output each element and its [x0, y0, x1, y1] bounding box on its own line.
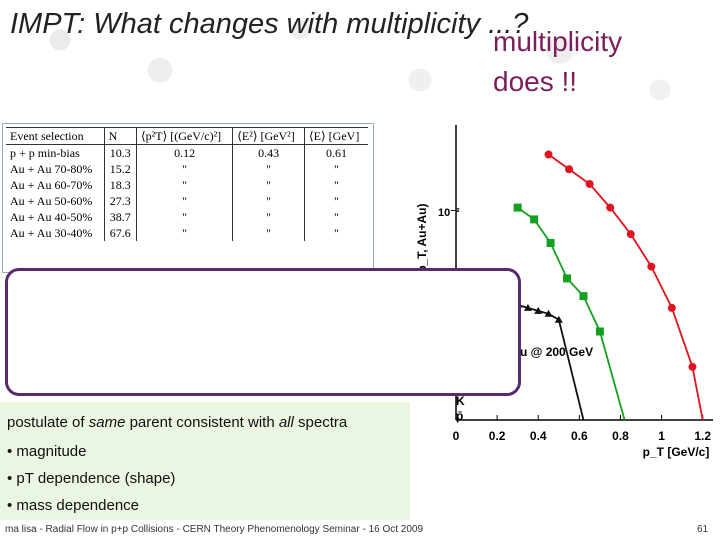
bullet-magnitude: • magnitude — [7, 443, 87, 460]
data-point-green — [563, 274, 572, 283]
data-point-green — [513, 203, 522, 212]
table-cell: 67.6 — [103, 225, 137, 241]
x-axis-label: p_T [GeV/c] — [643, 445, 710, 459]
footer-text: ma lisa - Radial Flow in p+p Collisions … — [5, 524, 424, 535]
column-header: ⟨E²⟩ [GeV²] — [232, 127, 305, 145]
x-tick-label: 0 — [453, 429, 460, 443]
x-tick-label: 0.8 — [612, 429, 629, 443]
slide-title: IMPT: What changes with multiplicity ...… — [10, 8, 529, 40]
table-cell: 27.3 — [103, 193, 137, 209]
table-cell: " — [135, 209, 233, 225]
table-cell: " — [232, 177, 305, 193]
conclusion-text: postulate of — [7, 414, 89, 431]
table-cell: " — [232, 193, 305, 209]
x-tick-label: 1 — [658, 429, 665, 443]
conclusion-text: spectra — [293, 414, 348, 431]
table-cell: " — [135, 193, 233, 209]
x-tick-label: 1.2 — [694, 429, 711, 443]
plot-annotation: u @ 200 GeV — [520, 345, 593, 359]
data-point-black — [544, 309, 553, 317]
table-row: p + p min-bias 10.3 0.12 0.43 0.61 — [6, 144, 368, 161]
legend-fragment-k: K — [456, 394, 465, 408]
table-cell: Au + Au 30-40% — [10, 225, 93, 240]
table-cell: 0.43 — [232, 144, 305, 161]
x-tick-label: 0.6 — [571, 429, 588, 443]
x-tick-labels: 0 0.2 0.4 0.6 0.8 1 1.2 — [453, 415, 711, 443]
overlay-title-line1: multiplicity — [493, 26, 623, 57]
column-header: N — [103, 127, 137, 145]
emphasis-all: all — [278, 414, 294, 431]
table-cell: " — [303, 193, 368, 209]
bullet-mass-dependence: • mass dependence — [7, 497, 140, 514]
table-header-row: Event selection N ⟨p²T⟩ [(GeV/c)²] ⟨E²⟩ … — [6, 127, 368, 145]
overlay-title: multiplicity does !! — [493, 22, 622, 102]
data-point-green — [579, 292, 588, 301]
table-cell: 0.61 — [303, 144, 368, 161]
table-cell: " — [303, 177, 368, 193]
data-table: Event selection N ⟨p²T⟩ [(GeV/c)²] ⟨E²⟩ … — [6, 127, 368, 241]
table-cell: 10.3 — [103, 144, 137, 161]
data-point-red — [585, 180, 594, 188]
table-cell: " — [135, 177, 233, 193]
conclusion-box: postulate of same parent consistent with… — [0, 402, 410, 520]
conclusion-text: parent consistent with — [125, 414, 279, 431]
column-header: ⟨p²T⟩ [(GeV/c)²] — [135, 127, 233, 145]
data-point-black — [523, 303, 532, 311]
event-selection-table: Event selection N ⟨p²T⟩ [(GeV/c)²] ⟨E²⟩ … — [2, 123, 374, 273]
x-tick-label: 0.2 — [489, 429, 506, 443]
data-point-green — [530, 215, 539, 224]
table-cell: " — [232, 225, 305, 241]
table-row: Au + Au 60-70% 18.3 " " " — [6, 177, 368, 193]
data-point-green — [595, 327, 604, 336]
table-cell: " — [135, 161, 233, 177]
table-cell: p + p min-bias — [10, 145, 80, 160]
table-row: Au + Au 30-40% 67.6 " " " — [6, 225, 368, 241]
table-cell: " — [303, 209, 368, 225]
table-cell: Au + Au 50-60% — [10, 193, 93, 208]
table-cell: " — [232, 161, 305, 177]
legend-fragment-pbar: p̄ — [456, 409, 463, 423]
table-cell: 38.7 — [103, 209, 137, 225]
y-tick-label: 10⁻² — [438, 207, 460, 219]
table-cell: " — [135, 225, 233, 241]
table-cell: " — [303, 161, 368, 177]
conclusion-statement: postulate of same parent consistent with… — [7, 414, 347, 431]
data-point-red — [626, 230, 635, 239]
data-point-black — [554, 315, 563, 323]
data-point-red — [565, 165, 574, 174]
emphasis-same: same — [88, 414, 126, 431]
bullet-pt-dependence: • pT dependence (shape) — [7, 470, 176, 487]
data-point-red — [667, 303, 676, 312]
data-point-red — [688, 362, 697, 371]
table-cell: Au + Au 70-80% — [10, 161, 93, 176]
overlay-title-line2: does !! — [493, 66, 578, 97]
table-row: Au + Au 50-60% 27.3 " " " — [6, 193, 368, 209]
callout-box — [5, 268, 521, 396]
background-pattern — [0, 0, 720, 120]
data-point-black — [534, 306, 543, 314]
table-cell: 18.3 — [103, 177, 137, 193]
table-cell: Au + Au 40-50% — [10, 209, 93, 224]
table-cell: " — [303, 225, 368, 241]
spectra-plot: ...,p+p)/f_c(p_T, Au+Au) 10⁻² p_T [GeV/c… — [408, 120, 720, 465]
column-header: Event selection — [6, 127, 105, 145]
table-cell: 0.12 — [135, 144, 233, 161]
data-point-red — [606, 203, 615, 212]
table-row: Au + Au 40-50% 38.7 " " " — [6, 209, 368, 225]
table-cell: Au + Au 60-70% — [10, 177, 93, 192]
data-point-red — [647, 262, 656, 271]
table-row: Au + Au 70-80% 15.2 " " " — [6, 161, 368, 177]
column-header: ⟨E⟩ [GeV] — [303, 127, 368, 145]
data-point-red — [544, 150, 553, 159]
table-cell: 15.2 — [103, 161, 137, 177]
page-number: 61 — [697, 524, 709, 535]
x-tick-label: 0.4 — [530, 429, 547, 443]
data-point-green — [546, 239, 555, 247]
table-cell: " — [232, 209, 305, 225]
